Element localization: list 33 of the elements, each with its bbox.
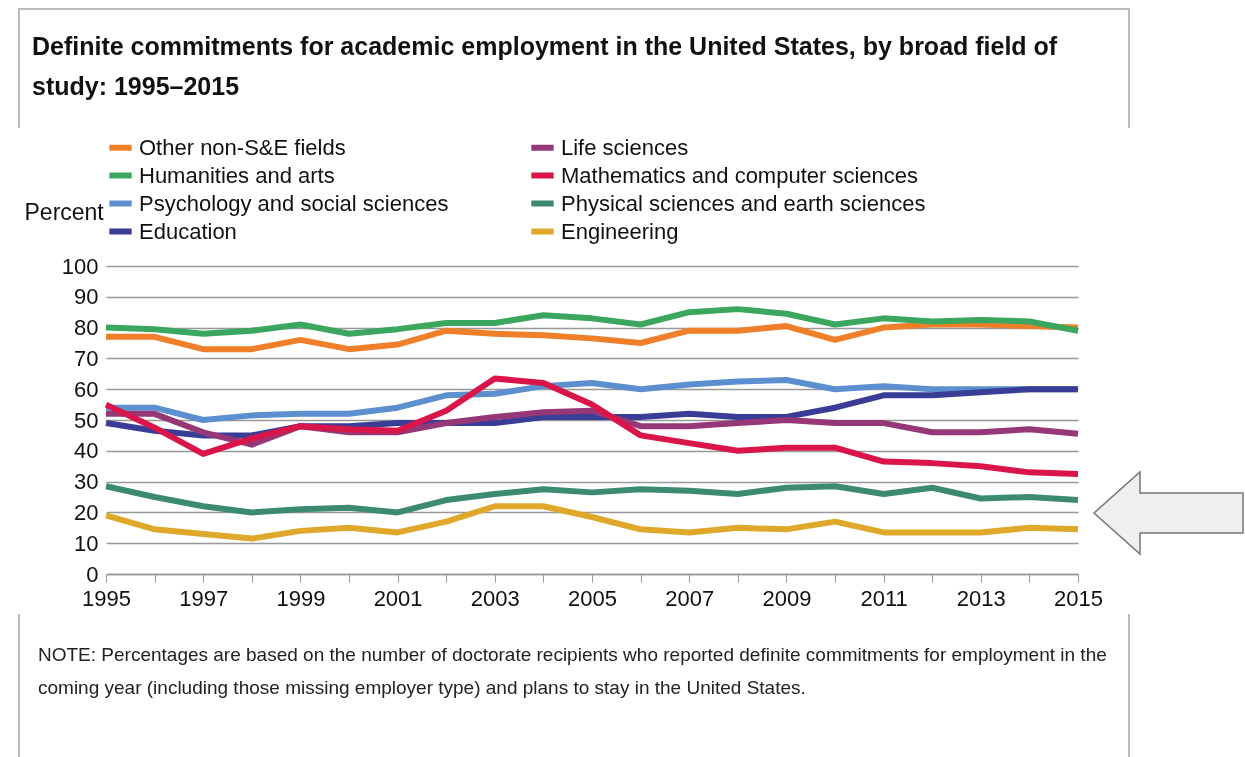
- x-tick-label: 2003: [470, 585, 520, 611]
- legend-label: Other non-S&E fields: [139, 134, 346, 160]
- legend-label: Psychology and social sciences: [139, 190, 449, 216]
- x-tick-label: 1997: [179, 585, 229, 611]
- y-tick-label: 30: [74, 469, 99, 495]
- legend-label: Mathematics and computer sciences: [561, 162, 919, 188]
- x-tick-label: 2007: [665, 585, 715, 611]
- y-tick-label: 10: [74, 530, 99, 556]
- legend-label: Life sciences: [561, 134, 689, 160]
- legend-label: Physical sciences and earth sciences: [561, 190, 926, 216]
- y-axis-title: Percent: [24, 198, 105, 225]
- chart-title: Definite commitments for academic employment in the United States, by broad field of study: 1995–2015: [32, 31, 1059, 102]
- y-tick-label: 40: [74, 438, 99, 464]
- y-tick-label: 80: [74, 315, 99, 341]
- y-tick-label: 60: [74, 376, 99, 402]
- x-tick-label: 1999: [276, 585, 326, 611]
- x-tick-label: 2013: [956, 585, 1006, 611]
- legend-label: Humanities and arts: [139, 162, 335, 188]
- text: NOTE: Percentages are based on the number of doctorate recipients who reported definite commitments for employment in the coming year (including those missing employer type) and plans to stay in the United States.: [38, 643, 1108, 700]
- x-tick-label: 1995: [82, 585, 131, 611]
- y-tick-label: 90: [74, 284, 99, 310]
- x-tick-label: 2001: [373, 585, 423, 611]
- legend-label: Engineering: [561, 218, 679, 244]
- x-tick-label: 2009: [762, 585, 812, 611]
- y-tick-label: 100: [61, 253, 99, 279]
- x-tick-label: 2015: [1054, 585, 1103, 611]
- x-tick-label: 2005: [568, 585, 617, 611]
- y-tick-label: 50: [74, 407, 99, 433]
- x-tick-label: 2011: [860, 585, 908, 611]
- y-tick-label: 0: [86, 561, 99, 587]
- legend-label: Education: [139, 218, 237, 244]
- y-tick-label: 20: [74, 499, 99, 525]
- y-tick-label: 70: [74, 345, 99, 371]
